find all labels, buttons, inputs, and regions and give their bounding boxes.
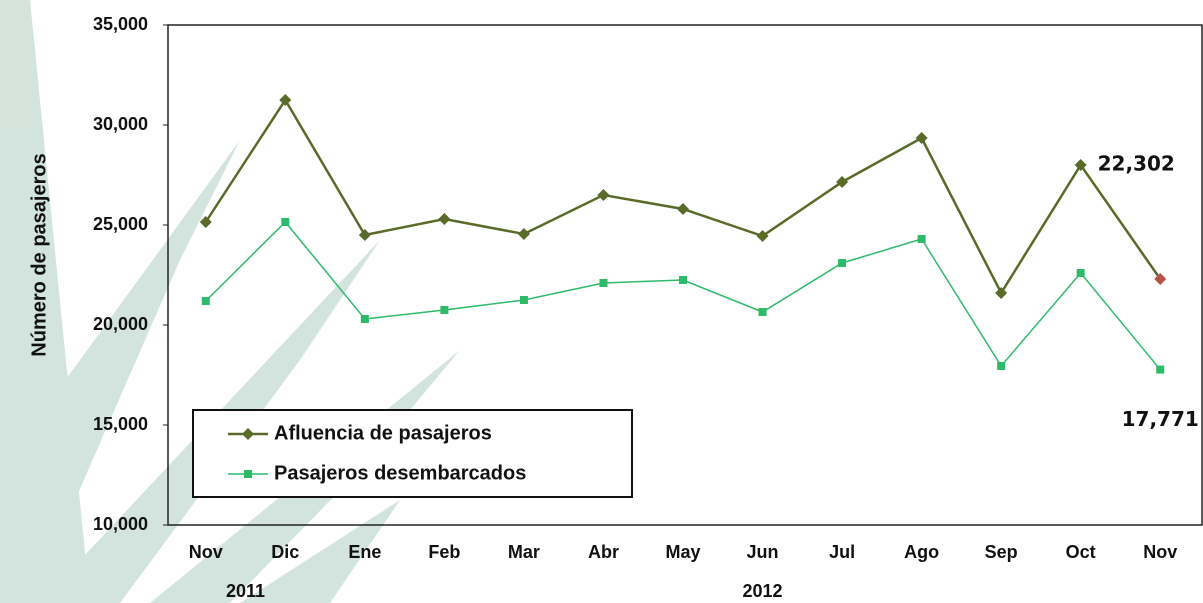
point: [677, 203, 689, 215]
point: [1156, 366, 1164, 374]
y-tick-label: 10,000: [93, 514, 148, 534]
data-label: 22,302: [1098, 151, 1175, 175]
y-tick-label: 15,000: [93, 414, 148, 434]
x-tick-label: Feb: [428, 542, 460, 562]
x-tick-label: Ago: [904, 542, 939, 562]
point: [916, 132, 928, 144]
x-tick-label: Jul: [829, 542, 855, 562]
point: [520, 296, 528, 304]
x-tick-label: Nov: [1143, 542, 1177, 562]
x-tick-label: Sep: [985, 542, 1018, 562]
legend-marker: [244, 470, 252, 478]
y-tick-label: 20,000: [93, 314, 148, 334]
point: [1077, 269, 1085, 277]
point: [359, 229, 371, 241]
point: [281, 218, 289, 226]
x-group-label: 2011: [226, 581, 265, 601]
point: [518, 228, 530, 240]
point: [440, 306, 448, 314]
x-tick-label: May: [665, 542, 700, 562]
point: [599, 279, 607, 287]
x-tick-label: Abr: [588, 542, 619, 562]
point: [759, 308, 767, 316]
point: [679, 276, 687, 284]
y-tick-label: 35,000: [93, 14, 148, 34]
y-tick-label: 30,000: [93, 114, 148, 134]
x-tick-label: Nov: [189, 542, 223, 562]
legend-label: Pasajeros desembarcados: [274, 462, 526, 484]
point: [597, 189, 609, 201]
legend-label: Afluencia de pasajeros: [274, 422, 492, 444]
background-leaves: [0, 0, 460, 603]
point: [995, 287, 1007, 299]
x-group-label: 2012: [743, 581, 783, 601]
x-tick-label: Dic: [271, 542, 299, 562]
x-tick-label: Jun: [747, 542, 779, 562]
x-tick-label: Oct: [1066, 542, 1096, 562]
point: [361, 315, 369, 323]
data-label: 17,771: [1122, 407, 1199, 431]
point: [202, 297, 210, 305]
point: [438, 213, 450, 225]
series-line: [206, 100, 1160, 293]
chart: Número de pasajeros 10,000 15,000 20,000 25…: [0, 0, 1203, 603]
x-tick-label: Ene: [348, 542, 381, 562]
point: [838, 259, 846, 267]
y-axis-label: Número de pasajeros: [28, 153, 50, 356]
series-line: [206, 222, 1160, 370]
y-tick-label: 25,000: [93, 214, 148, 234]
point: [997, 362, 1005, 370]
x-tick-label: Mar: [508, 542, 540, 562]
point: [918, 235, 926, 243]
